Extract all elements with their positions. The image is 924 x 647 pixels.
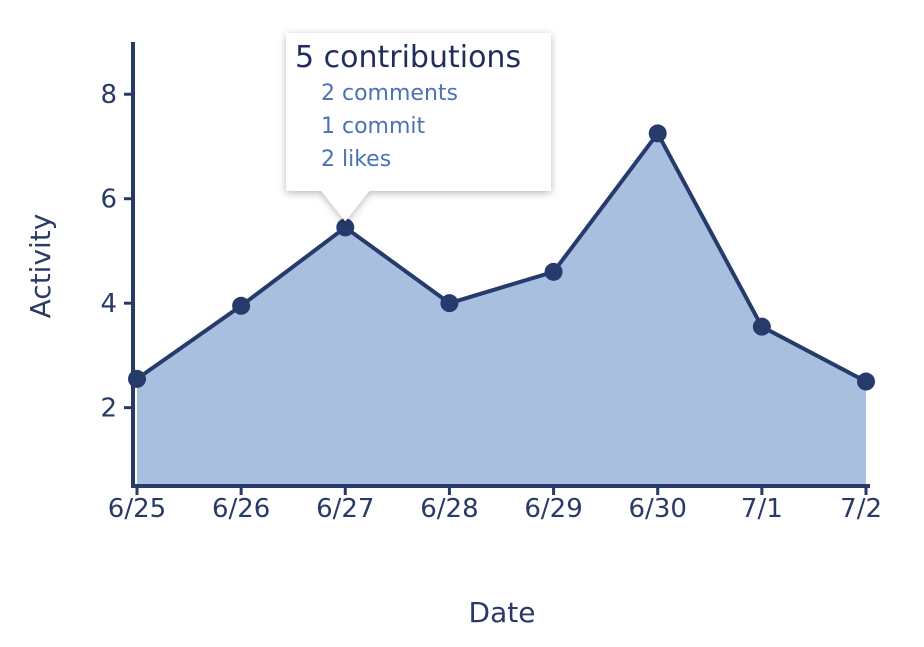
line-layer <box>135 131 867 384</box>
x-axis-title: Date <box>469 596 536 629</box>
x-tick-label: 6/28 <box>420 494 478 524</box>
y-tick-label: 8 <box>100 80 117 110</box>
tooltip-detail-line: 2 likes <box>321 147 391 172</box>
x-tick-label: 6/26 <box>212 494 270 524</box>
area-layer <box>137 133 866 487</box>
y-tick-label: 4 <box>100 289 117 319</box>
point-layer <box>128 124 875 391</box>
tooltip: 5 contributions 2 comments 1 commit 2 like… <box>286 33 551 222</box>
y-tick-label: 6 <box>100 185 117 215</box>
y-tick-label: 2 <box>100 394 117 424</box>
x-tick-label: 6/29 <box>524 494 582 524</box>
x-ticks: 6/25 6/26 6/27 6/28 6/29 6/30 7/1 7/2 <box>108 486 882 524</box>
y-axis-title: Activity <box>24 214 57 319</box>
series-line <box>135 131 867 384</box>
tooltip-details: 2 comments 1 commit 2 likes <box>321 81 458 172</box>
y-ticks: 2 4 6 8 <box>100 80 133 424</box>
data-point <box>752 317 771 336</box>
tooltip-detail-line: 1 commit <box>321 114 426 139</box>
data-point <box>128 369 146 388</box>
data-point <box>336 218 355 237</box>
axes: 2 4 6 8 6/25 6/26 6/27 6/28 6/29 6/30 7/1 7/2 <box>100 42 882 524</box>
data-point <box>648 124 667 143</box>
data-point <box>857 372 875 391</box>
x-tick-label: 6/30 <box>629 494 687 524</box>
tooltip-heading: 5 contributions <box>295 40 521 75</box>
data-point <box>544 262 563 281</box>
tooltip-detail-line: 2 comments <box>321 81 458 106</box>
data-point <box>440 294 459 313</box>
x-tick-label: 6/27 <box>316 494 374 524</box>
area-fill <box>137 133 866 487</box>
tooltip-box <box>286 33 551 222</box>
x-tick-label: 7/2 <box>840 494 882 524</box>
x-tick-label: 6/25 <box>108 494 166 524</box>
data-point <box>232 296 251 315</box>
x-tick-label: 7/1 <box>741 494 783 524</box>
